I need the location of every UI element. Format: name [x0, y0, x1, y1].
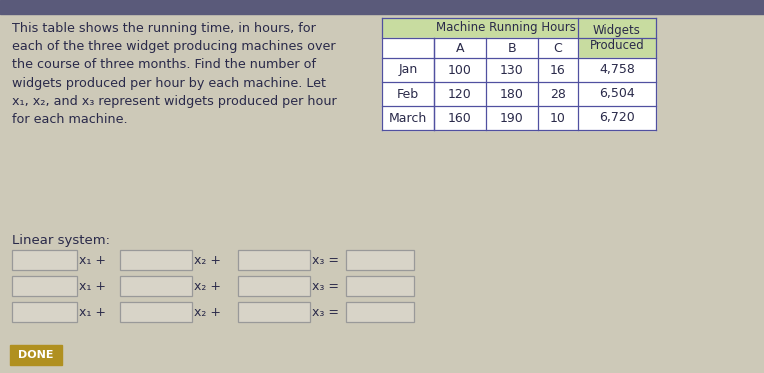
Bar: [10, 345, 62, 365]
Bar: [382, 106, 656, 130]
Text: x₃ =: x₃ =: [312, 280, 339, 294]
Text: 6,720: 6,720: [599, 112, 635, 125]
Text: x₁ +: x₁ +: [79, 307, 106, 320]
Text: Machine Running Hours: Machine Running Hours: [436, 22, 576, 34]
Text: A: A: [456, 41, 465, 54]
Text: 180: 180: [500, 88, 524, 100]
Bar: [382, 18, 578, 38]
Text: Feb: Feb: [397, 88, 419, 100]
Text: x₂ +: x₂ +: [194, 307, 221, 320]
Bar: [0, 0, 764, 14]
FancyBboxPatch shape: [346, 276, 414, 296]
FancyBboxPatch shape: [12, 250, 77, 270]
FancyBboxPatch shape: [120, 276, 192, 296]
Text: 6,504: 6,504: [599, 88, 635, 100]
Bar: [382, 58, 656, 82]
Bar: [382, 82, 656, 106]
Bar: [382, 38, 578, 58]
FancyBboxPatch shape: [120, 302, 192, 322]
FancyBboxPatch shape: [120, 250, 192, 270]
Text: 130: 130: [500, 63, 524, 76]
Text: March: March: [389, 112, 427, 125]
Text: 28: 28: [550, 88, 566, 100]
Text: x₃ =: x₃ =: [312, 307, 339, 320]
FancyBboxPatch shape: [12, 276, 77, 296]
FancyBboxPatch shape: [238, 302, 310, 322]
Text: x₂ +: x₂ +: [194, 280, 221, 294]
Text: x₂ +: x₂ +: [194, 254, 221, 267]
Text: C: C: [554, 41, 562, 54]
Bar: [578, 18, 656, 58]
Text: 100: 100: [448, 63, 472, 76]
Text: 190: 190: [500, 112, 524, 125]
Text: DONE: DONE: [18, 350, 53, 360]
Text: Widgets
Produced: Widgets Produced: [590, 24, 644, 52]
FancyBboxPatch shape: [238, 250, 310, 270]
Text: x₃ =: x₃ =: [312, 254, 339, 267]
FancyBboxPatch shape: [12, 302, 77, 322]
FancyBboxPatch shape: [346, 302, 414, 322]
Text: 4,758: 4,758: [599, 63, 635, 76]
Text: 120: 120: [448, 88, 472, 100]
Text: B: B: [508, 41, 516, 54]
Text: 10: 10: [550, 112, 566, 125]
FancyBboxPatch shape: [346, 250, 414, 270]
Text: This table shows the running time, in hours, for
each of the three widget produc: This table shows the running time, in ho…: [12, 22, 337, 126]
FancyBboxPatch shape: [238, 276, 310, 296]
Text: 16: 16: [550, 63, 566, 76]
Text: Linear system:: Linear system:: [12, 234, 110, 247]
Text: 160: 160: [448, 112, 472, 125]
Text: x₁ +: x₁ +: [79, 280, 106, 294]
Text: Jan: Jan: [398, 63, 418, 76]
Text: x₁ +: x₁ +: [79, 254, 106, 267]
